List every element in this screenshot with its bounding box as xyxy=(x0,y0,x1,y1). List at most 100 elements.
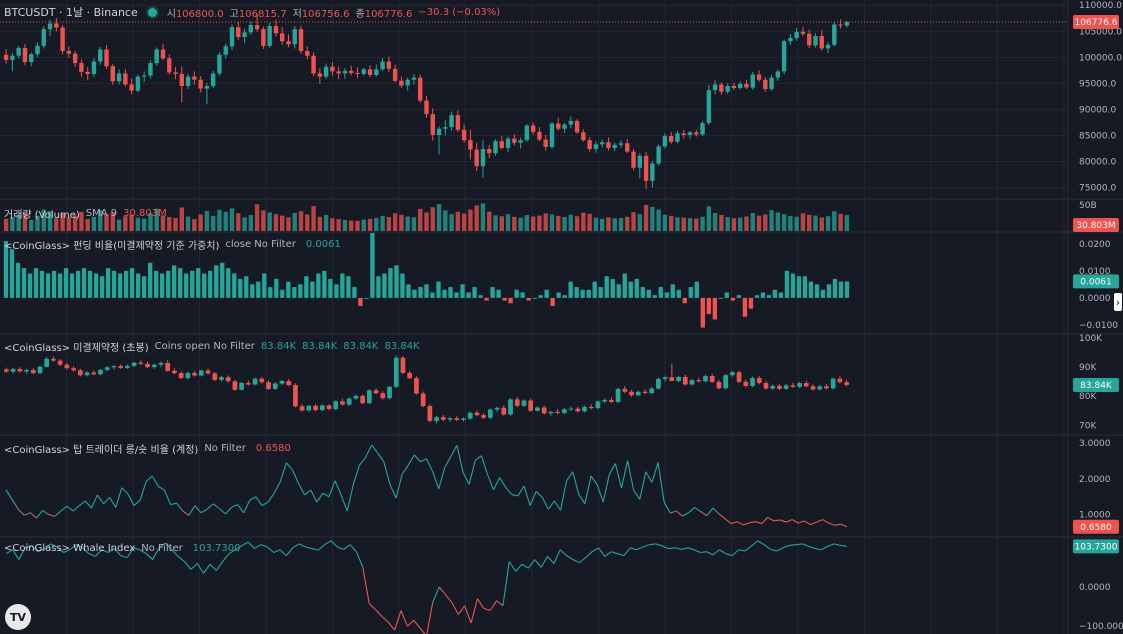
oi-candle xyxy=(293,383,298,408)
ratio-line-segment xyxy=(828,522,835,526)
oi-candle-body xyxy=(118,366,123,368)
oi-candle xyxy=(125,364,130,370)
price-candle xyxy=(179,66,185,103)
oi-candle xyxy=(521,399,527,407)
oi-candle xyxy=(541,405,547,415)
volume-bar xyxy=(593,217,599,231)
volume-bar xyxy=(3,218,9,231)
price-candle xyxy=(474,142,479,171)
price-candle xyxy=(461,124,467,143)
tradingview-logo-icon[interactable]: TV xyxy=(5,604,31,630)
whale-line-segment xyxy=(750,540,759,547)
funding-bar xyxy=(63,268,69,298)
price-badge-label: 106776.6 xyxy=(1075,18,1118,28)
funding-bar xyxy=(166,270,171,298)
funding-bar xyxy=(160,273,165,298)
candle-body xyxy=(769,77,774,90)
oi-candle xyxy=(91,370,97,376)
funding-bar xyxy=(382,273,387,298)
ratio-legend[interactable]: <CoinGlass> 탑 트레이더 롱/숏 비율 (계정) No Filter… xyxy=(4,441,291,456)
oi-candle-body xyxy=(561,409,567,414)
funding-bar xyxy=(298,284,303,298)
funding-bar xyxy=(424,284,429,298)
price-candle xyxy=(135,74,141,93)
oi-candle-body xyxy=(192,372,197,376)
funding-bar xyxy=(658,287,663,298)
volume-bar xyxy=(687,218,693,231)
oi-candle-body xyxy=(528,400,534,411)
volume-legend[interactable]: 거래량 (Volume) SMA 9 30.803M xyxy=(4,206,167,221)
candle-body xyxy=(781,41,787,72)
price-candle xyxy=(750,71,755,90)
oi-candle-body xyxy=(346,398,352,405)
price-tick-label: 85000.0 xyxy=(1079,131,1116,141)
whale-line-segment xyxy=(413,619,421,629)
volume-bar xyxy=(461,213,467,231)
oi-candle xyxy=(407,370,413,380)
oi-value-open: 83.84K xyxy=(260,341,297,352)
oi-legend[interactable]: <CoinGlass> 미결제약정 (초봉) Coins open No Fil… xyxy=(4,339,420,354)
whale-line-segment xyxy=(496,600,504,607)
oi-candle-body xyxy=(151,364,157,368)
candle-body xyxy=(712,84,718,91)
price-candle xyxy=(110,64,115,85)
whale-line-segment xyxy=(196,563,205,574)
oi-params: Coins open No Filter xyxy=(154,341,255,352)
volume-bar xyxy=(468,209,473,231)
oi-candle-body xyxy=(481,415,486,418)
volume-bar xyxy=(405,216,410,231)
funding-tick-label: 0.0100 xyxy=(1079,267,1111,277)
price-candle xyxy=(10,53,15,72)
ratio-line-segment xyxy=(377,452,385,463)
whale-line-segment xyxy=(527,559,536,569)
candle-body xyxy=(744,83,749,88)
ratio-line-segment xyxy=(700,511,708,517)
oi-candle-body xyxy=(508,399,513,415)
ratio-line-segment xyxy=(389,483,397,499)
ratio-line-segment xyxy=(529,491,537,506)
volume-bar xyxy=(160,215,166,231)
oi-candle-body xyxy=(91,372,97,375)
whale-legend[interactable]: <CoinGlass> Whale Index No Filter 103.73… xyxy=(4,543,241,554)
open-label: 시 xyxy=(166,8,176,20)
funding-bar xyxy=(400,273,405,298)
high-value: 106815.7 xyxy=(238,8,287,20)
volume-bar xyxy=(217,209,222,231)
volume-bar xyxy=(392,213,398,231)
candle-body xyxy=(443,127,448,129)
whale-line-segment xyxy=(305,546,312,550)
ratio-line-segment xyxy=(578,494,586,505)
price-candle xyxy=(167,54,172,75)
whale-line-segment xyxy=(343,544,351,550)
candle-body xyxy=(261,29,266,46)
whale-line-segment xyxy=(355,551,364,568)
volume-bar xyxy=(79,211,84,231)
funding-bar xyxy=(262,273,267,298)
candle-body xyxy=(706,90,712,123)
volume-bar xyxy=(612,218,617,231)
price-candle xyxy=(700,120,705,136)
whale-badge-label: 103.7300 xyxy=(1075,542,1118,552)
funding-legend[interactable]: <CoinGlass> 펀딩 비율(미결제약정 기준 가중치) close No… xyxy=(4,237,341,252)
whale-line-segment xyxy=(126,547,135,558)
candle-body xyxy=(650,163,655,181)
oi-candle-body xyxy=(232,381,238,390)
volume-bar xyxy=(819,217,824,231)
funding-bar xyxy=(676,289,681,298)
symbol-title[interactable]: BTCUSDT · 1날 · Binance xyxy=(4,6,138,19)
ratio-line-segment xyxy=(298,483,306,496)
funding-bar xyxy=(87,270,93,298)
funding-bar xyxy=(826,284,832,298)
ratio-line-segment xyxy=(273,481,281,494)
funding-bar xyxy=(454,292,459,298)
funding-bar xyxy=(190,270,195,298)
price-candle xyxy=(712,80,718,95)
funding-bar xyxy=(448,287,453,298)
candle-body xyxy=(323,66,329,77)
ratio-line-segment xyxy=(182,510,190,516)
whale-line-segment xyxy=(782,544,790,549)
price-candle xyxy=(668,131,674,144)
oi-candle-body xyxy=(400,357,406,373)
candle-body xyxy=(242,32,247,37)
